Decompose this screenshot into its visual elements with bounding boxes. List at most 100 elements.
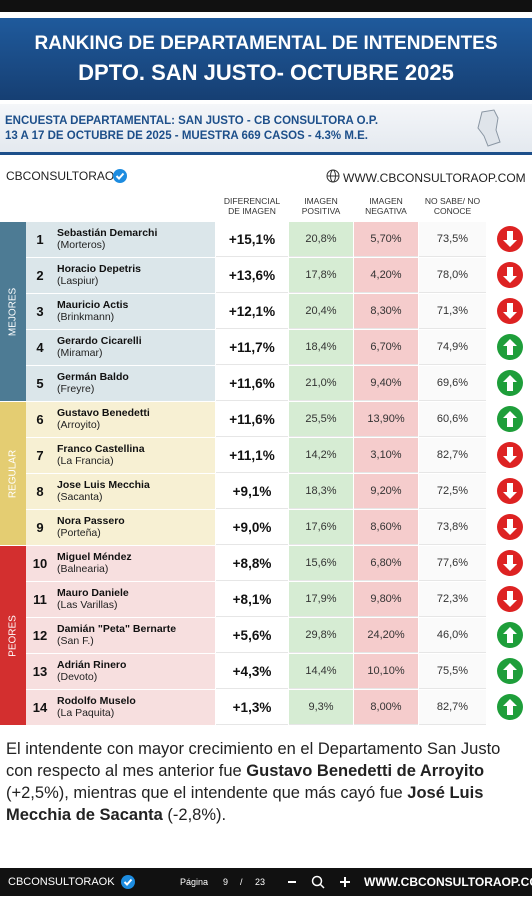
trend-icon — [497, 622, 523, 648]
row-background — [26, 366, 215, 401]
diff-cell: +5,6% — [216, 618, 288, 653]
rank: 4 — [36, 339, 44, 355]
unknown-cell: 71,3% — [419, 294, 486, 329]
subtitle: DPTO. SAN JUSTO- OCTUBRE 2025 — [78, 60, 454, 85]
candidate: Adrián Rinero (Devoto) — [57, 659, 215, 683]
candidate-place: (Miramar) — [57, 347, 103, 359]
candidate-place: (Sacanta) — [57, 491, 103, 503]
diff-cell: +9,1% — [216, 474, 288, 509]
zoom-controls[interactable] — [284, 874, 354, 890]
unknown-cell: 75,5% — [419, 654, 486, 689]
candidate-name: Franco Castellina — [57, 443, 145, 455]
candidate: Germán Baldo (Freyre) — [57, 371, 215, 395]
trend-icon — [497, 406, 523, 432]
survey-line: 13 A 17 DE OCTUBRE DE 2025 - MUESTRA 669… — [5, 130, 368, 142]
page-number: 9 — [223, 877, 229, 887]
candidate: Gerardo Cicarelli (Miramar) — [57, 335, 215, 359]
verified-badge — [113, 169, 127, 183]
rank: 14 — [32, 699, 48, 715]
candidate-place: (Freyre) — [57, 383, 95, 395]
unknown-cell: 73,8% — [419, 510, 486, 545]
trend-icon — [497, 262, 523, 288]
trend-icon — [497, 334, 523, 360]
diff-cell: +11,7% — [216, 330, 288, 365]
candidate-place: (La Francia) — [57, 455, 114, 467]
trend-icon — [497, 370, 523, 396]
unknown-cell: 74,9% — [419, 330, 486, 365]
trend-icon — [497, 586, 523, 612]
group-band: REGULAR — [0, 402, 26, 545]
candidate: Damián "Peta" Bernarte (San F.) — [57, 623, 215, 647]
candidate-name: Adrián Rinero — [57, 659, 127, 671]
rank: 7 — [36, 447, 44, 463]
row-background — [26, 618, 215, 653]
candidate-place: (Las Varillas) — [57, 599, 118, 611]
top-bar — [0, 0, 532, 12]
row-background — [26, 438, 215, 473]
rank: 6 — [36, 411, 44, 427]
candidate-place: (Porteña) — [57, 527, 101, 539]
candidate: Mauro Daniele (Las Varillas) — [57, 587, 215, 611]
paragraph: El intendente con mayor crecimiento en e… — [6, 738, 526, 826]
candidate-name: Gustavo Benedetti — [57, 407, 150, 419]
header: RANKING DE DEPARTAMENTAL DE INTENDENTES … — [0, 18, 532, 100]
negative-cell: 9,40% — [354, 366, 418, 401]
rank: 8 — [36, 483, 44, 499]
candidate: Rodolfo Muselo (La Paquita) — [57, 695, 215, 719]
rank: 10 — [32, 555, 48, 571]
positive-cell: 21,0% — [289, 366, 353, 401]
rank: 5 — [36, 375, 44, 391]
bold-text: José Luis Mecchia de Sacanta — [6, 784, 484, 824]
rank: 11 — [33, 591, 47, 607]
candidate: Miguel Méndez (Balnearia) — [57, 551, 215, 575]
negative-cell: 10,10% — [354, 654, 418, 689]
candidate-name: Nora Passero — [57, 515, 125, 527]
candidate-name: Rodolfo Muselo — [57, 695, 136, 707]
unknown-cell: 73,5% — [419, 222, 486, 257]
column-header: IMAGEN POSITIVA — [301, 196, 341, 216]
verified-badge — [121, 875, 135, 889]
row-background — [26, 330, 215, 365]
brand: CBCONSULTORAOK — [6, 169, 123, 183]
group-band: PEORES — [0, 546, 26, 725]
candidate-name: Mauro Daniele — [57, 587, 129, 599]
diff-cell: +15,1% — [216, 222, 288, 257]
unknown-cell: 78,0% — [419, 258, 486, 293]
positive-cell: 25,5% — [289, 402, 353, 437]
group-band: MEJORES — [0, 222, 26, 401]
candidate-name: Horacio Depetris — [57, 263, 142, 275]
row-background — [26, 690, 215, 725]
row-background — [26, 258, 215, 293]
text: El intendente con mayor crecimiento en e… — [6, 740, 501, 780]
negative-cell: 9,20% — [354, 474, 418, 509]
unknown-cell: 60,6% — [419, 402, 486, 437]
text: (+2,5%), mientras que el intendente que … — [6, 784, 408, 802]
candidate: Horacio Depetris (Laspiur) — [57, 263, 215, 287]
candidate: Jose Luis Mecchia (Sacanta) — [57, 479, 215, 503]
trend-icon — [497, 694, 523, 720]
trend-icon — [497, 442, 523, 468]
row-background — [26, 222, 215, 257]
trend-icon — [497, 226, 523, 252]
negative-cell: 6,70% — [354, 330, 418, 365]
rank: 3 — [36, 303, 44, 319]
column-header: DIFERENCIAL DE IMAGEN — [223, 196, 281, 216]
positive-cell: 9,3% — [289, 690, 353, 725]
negative-cell: 4,20% — [354, 258, 418, 293]
title: RANKING DE DEPARTAMENTAL DE INTENDENTES — [34, 33, 498, 54]
page-separator: / — [240, 877, 243, 887]
row-background — [26, 582, 215, 617]
trend-icon — [497, 298, 523, 324]
rank: 13 — [32, 663, 48, 679]
unknown-cell: 69,6% — [419, 366, 486, 401]
footer-brand: CBCONSULTORAOK — [8, 876, 115, 888]
negative-cell: 24,20% — [354, 618, 418, 653]
rank: 1 — [36, 231, 44, 247]
unknown-cell: 82,7% — [419, 690, 486, 725]
positive-cell: 20,4% — [289, 294, 353, 329]
rank: 2 — [36, 267, 44, 283]
candidate: Franco Castellina (La Francia) — [57, 443, 215, 467]
candidate: Gustavo Benedetti (Arroyito) — [57, 407, 215, 431]
candidate-name: Mauricio Actis — [57, 299, 129, 311]
candidate-name: Jose Luis Mecchia — [57, 479, 150, 491]
